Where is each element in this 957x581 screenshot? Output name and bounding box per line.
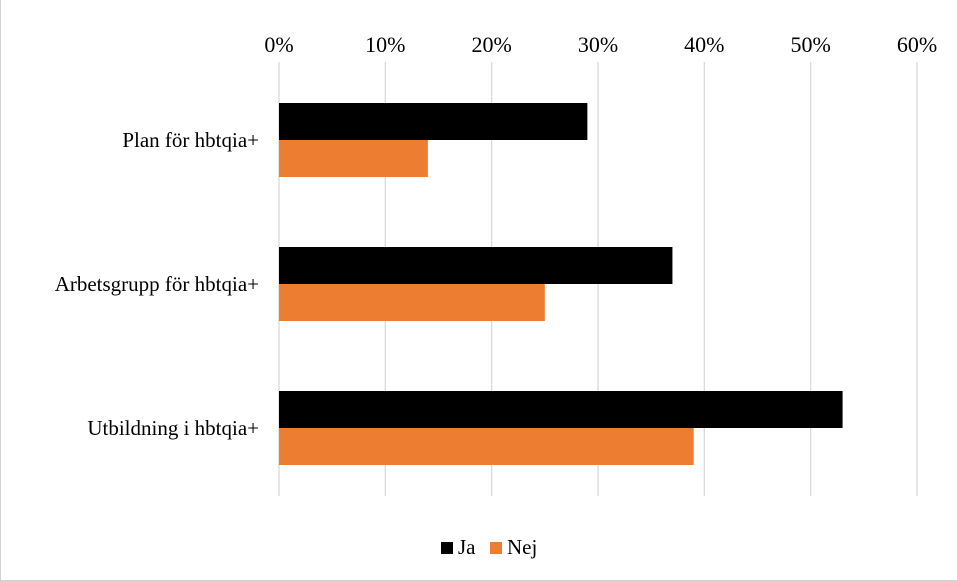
x-tick-label: 10% xyxy=(365,32,405,57)
bar-nej xyxy=(279,284,545,321)
legend-swatch-nej xyxy=(490,542,502,554)
bar-nej xyxy=(279,428,694,465)
category-labels: Plan för hbtqia+ Arbetsgrupp för hbtqia+ U… xyxy=(55,128,259,440)
category-label: Utbildning i hbtqia+ xyxy=(87,416,259,440)
legend: Ja Nej xyxy=(441,535,537,559)
bars xyxy=(279,103,843,465)
legend-label-ja: Ja xyxy=(458,535,476,559)
bar-nej xyxy=(279,140,428,177)
x-tick-label: 30% xyxy=(578,32,618,57)
x-tick-label: 40% xyxy=(684,32,724,57)
x-tick-label: 50% xyxy=(791,32,831,57)
x-tick-label: 60% xyxy=(897,32,937,57)
category-label: Arbetsgrupp för hbtqia+ xyxy=(55,272,259,296)
x-tick-label: 20% xyxy=(472,32,512,57)
bar-ja xyxy=(279,247,673,284)
category-label: Plan för hbtqia+ xyxy=(122,128,259,152)
x-tick-label: 0% xyxy=(264,32,293,57)
bar-ja xyxy=(279,103,588,140)
legend-label-nej: Nej xyxy=(507,535,537,559)
x-axis-tick-labels: 0% 10% 20% 30% 40% 50% 60% xyxy=(264,32,937,57)
legend-swatch-ja xyxy=(441,542,453,554)
bar-ja xyxy=(279,391,843,428)
